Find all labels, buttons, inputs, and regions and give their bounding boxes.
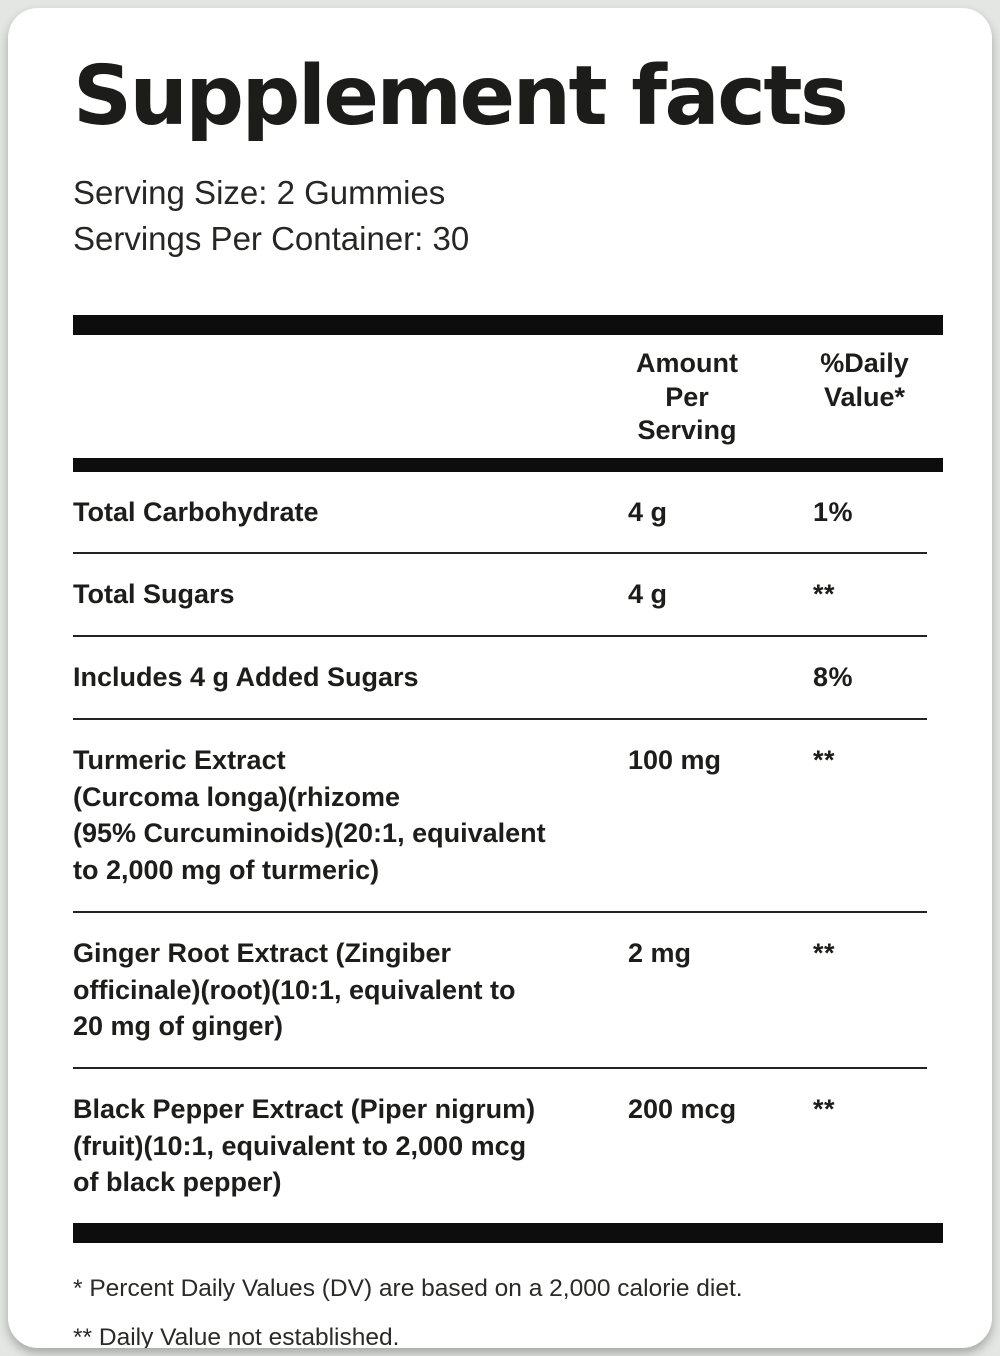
table-row: Total Sugars 4 g **: [73, 552, 927, 635]
table-header-row: Amount Per Serving %Daily Value*: [73, 335, 927, 457]
row-name: Turmeric Extract (Curcoma longa)(rhizome…: [73, 744, 546, 886]
serving-size-text: Serving Size: 2 Gummies: [73, 174, 446, 212]
amount-per-serving-header: Amount Per Serving: [636, 348, 738, 446]
row-dv: 1%: [813, 496, 854, 527]
table-row: Includes 4 g Added Sugars 8%: [73, 635, 927, 718]
row-name: Includes 4 g Added Sugars: [73, 662, 419, 693]
table-row: Total Carbohydrate 4 g 1%: [73, 472, 927, 553]
row-dv: **: [813, 1093, 836, 1124]
row-name: Total Sugars: [73, 579, 235, 610]
not-established-footnote: ** Daily Value not established.: [73, 1323, 400, 1348]
row-name: Ginger Root Extract (Zingiber officinale…: [73, 937, 516, 1042]
header-divider-bar: [73, 457, 943, 472]
supplement-facts-panel: Supplement facts Serving Size: 2 Gummies…: [8, 8, 992, 1348]
footnotes: * Percent Daily Values (DV) are based on…: [73, 1273, 927, 1348]
row-name: Black Pepper Extract (Piper nigrum) (fru…: [73, 1093, 536, 1198]
row-dv: **: [813, 579, 836, 610]
daily-value-header: %Daily Value*: [820, 348, 909, 412]
table-row: Ginger Root Extract (Zingiber officinale…: [73, 910, 927, 1067]
row-amount: 2 mg: [628, 937, 692, 968]
top-divider-bar: [73, 315, 943, 336]
row-dv: **: [813, 744, 836, 775]
row-name: Total Carbohydrate: [73, 496, 319, 527]
bottom-divider-bar: [73, 1223, 943, 1244]
row-amount: 200 mcg: [628, 1093, 737, 1124]
serving-info: Serving Size: 2 Gummies Servings Per Con…: [73, 170, 927, 261]
row-amount: 100 mg: [628, 744, 722, 775]
servings-per-container-text: Servings Per Container: 30: [73, 219, 470, 257]
dv-footnote: * Percent Daily Values (DV) are based on…: [73, 1275, 743, 1303]
row-dv: 8%: [813, 662, 854, 693]
table-row: Black Pepper Extract (Piper nigrum) (fru…: [73, 1066, 927, 1223]
row-amount: 4 g: [628, 496, 668, 527]
row-amount: 4 g: [628, 579, 668, 610]
table-row: Turmeric Extract (Curcoma longa)(rhizome…: [73, 717, 927, 911]
table-rows: Total Carbohydrate 4 g 1% Total Sugars 4…: [73, 472, 927, 1223]
panel-title: Supplement facts: [73, 49, 849, 144]
row-dv: **: [813, 937, 836, 968]
